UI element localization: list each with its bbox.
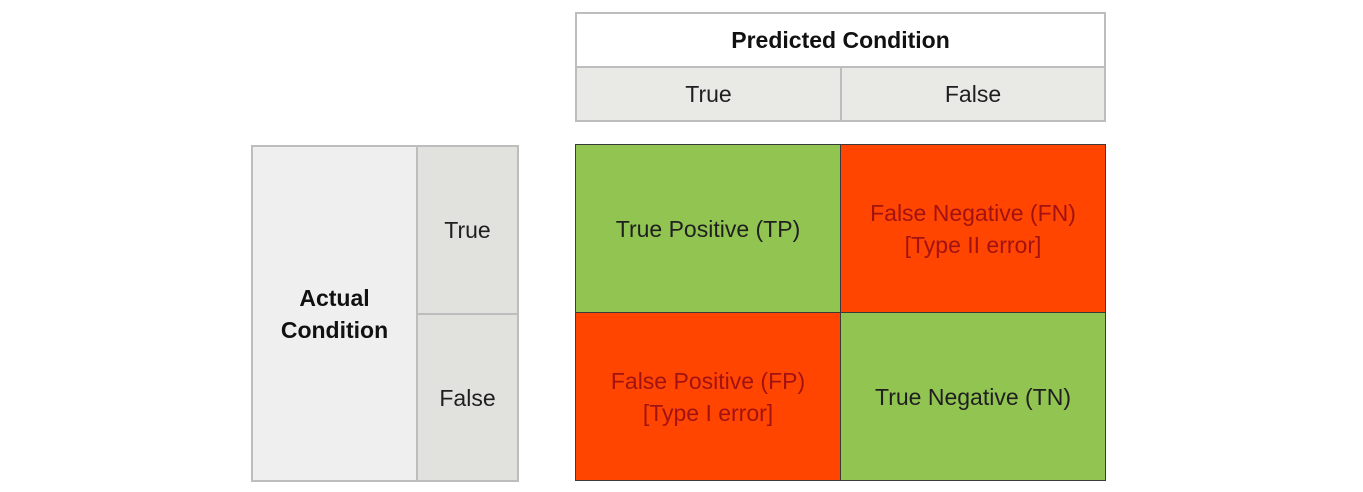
predicted-true-header: True [575, 66, 842, 122]
type-ii-error-label: [Type II error] [904, 231, 1042, 258]
actual-condition-title-line2: Condition [280, 316, 389, 343]
actual-condition-title-line1: Actual [299, 284, 370, 311]
predicted-false-label: False [944, 81, 1002, 107]
predicted-condition-title: Predicted Condition [731, 27, 950, 53]
false-negative-cell: False Negative (FN) [Type II error] [840, 144, 1106, 313]
actual-false-label: False [439, 384, 496, 411]
predicted-true-label: True [685, 81, 732, 107]
predicted-condition-header: Predicted Condition [575, 12, 1106, 68]
actual-condition-header: Actual Condition [251, 145, 418, 482]
false-positive-label: False Positive (FP) [610, 367, 806, 394]
true-positive-label: True Positive (TP) [615, 215, 801, 242]
true-negative-label: True Negative (TN) [875, 383, 1071, 410]
actual-false-header: False [416, 313, 519, 482]
false-negative-label: False Negative (FN) [870, 199, 1076, 226]
true-positive-cell: True Positive (TP) [575, 144, 841, 313]
type-i-error-label: [Type I error] [642, 399, 774, 426]
predicted-false-header: False [840, 66, 1106, 122]
actual-true-header: True [416, 145, 519, 315]
actual-true-label: True [444, 217, 491, 243]
false-positive-cell: False Positive (FP) [Type I error] [575, 312, 841, 481]
true-negative-cell: True Negative (TN) [840, 312, 1106, 481]
